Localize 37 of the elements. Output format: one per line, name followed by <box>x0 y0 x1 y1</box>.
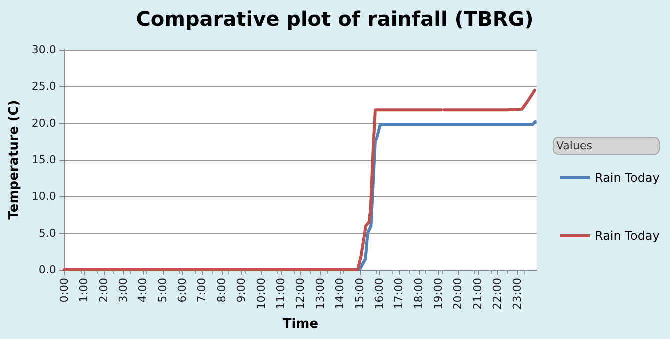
x-tick-label: 0:00 <box>58 278 71 303</box>
y-axis-title: Temperature (C) <box>7 100 22 220</box>
x-tick-label: 21:00 <box>471 278 484 310</box>
y-tick-label: 15.0 <box>32 154 56 166</box>
x-tick-label: 20:00 <box>452 278 465 310</box>
y-tick-label: 25.0 <box>32 80 56 94</box>
x-tick-label: 23:00 <box>510 278 524 310</box>
x-tick-label: 15:00 <box>353 278 366 310</box>
x-tick-label: 22:00 <box>491 278 504 310</box>
x-tick-label: 7:00 <box>196 278 209 303</box>
legend-label: Rain Today <box>595 229 660 243</box>
x-tick-label: 9:00 <box>235 278 248 303</box>
x-tick-label: 8:00 <box>215 278 228 303</box>
x-tick-label: 3:00 <box>116 278 130 303</box>
y-tick-label: 0.0 <box>38 264 56 276</box>
chart-title: Comparative plot of rainfall (TBRG) <box>136 7 534 31</box>
x-tick-label: 6:00 <box>176 278 190 303</box>
x-tick-label: 1:00 <box>78 278 91 303</box>
x-tick-label: 19:00 <box>432 278 446 310</box>
y-tick-label: 30.0 <box>32 44 56 56</box>
x-tick-label: 17:00 <box>392 278 406 310</box>
y-tick-label: 10.0 <box>32 190 56 204</box>
x-tick-label: 2:00 <box>97 278 110 303</box>
x-tick-label: 4:00 <box>136 278 150 303</box>
x-axis-title: Time <box>282 317 319 332</box>
x-tick-label: 13:00 <box>314 278 327 310</box>
y-tick-label: 5.0 <box>38 226 56 240</box>
x-tick-label: 14:00 <box>334 278 347 310</box>
x-tick-label: 18:00 <box>412 278 426 310</box>
x-tick-label: 5:00 <box>156 278 170 303</box>
legend-title: Values <box>556 140 593 152</box>
x-tick-label: 11:00 <box>274 278 288 310</box>
x-tick-label: 12:00 <box>294 278 308 310</box>
x-tick-label: 16:00 <box>372 278 386 310</box>
x-tick-label: 10:00 <box>254 278 268 310</box>
legend-label: Rain Today <box>595 171 660 185</box>
y-tick-label: 20.0 <box>32 116 56 130</box>
